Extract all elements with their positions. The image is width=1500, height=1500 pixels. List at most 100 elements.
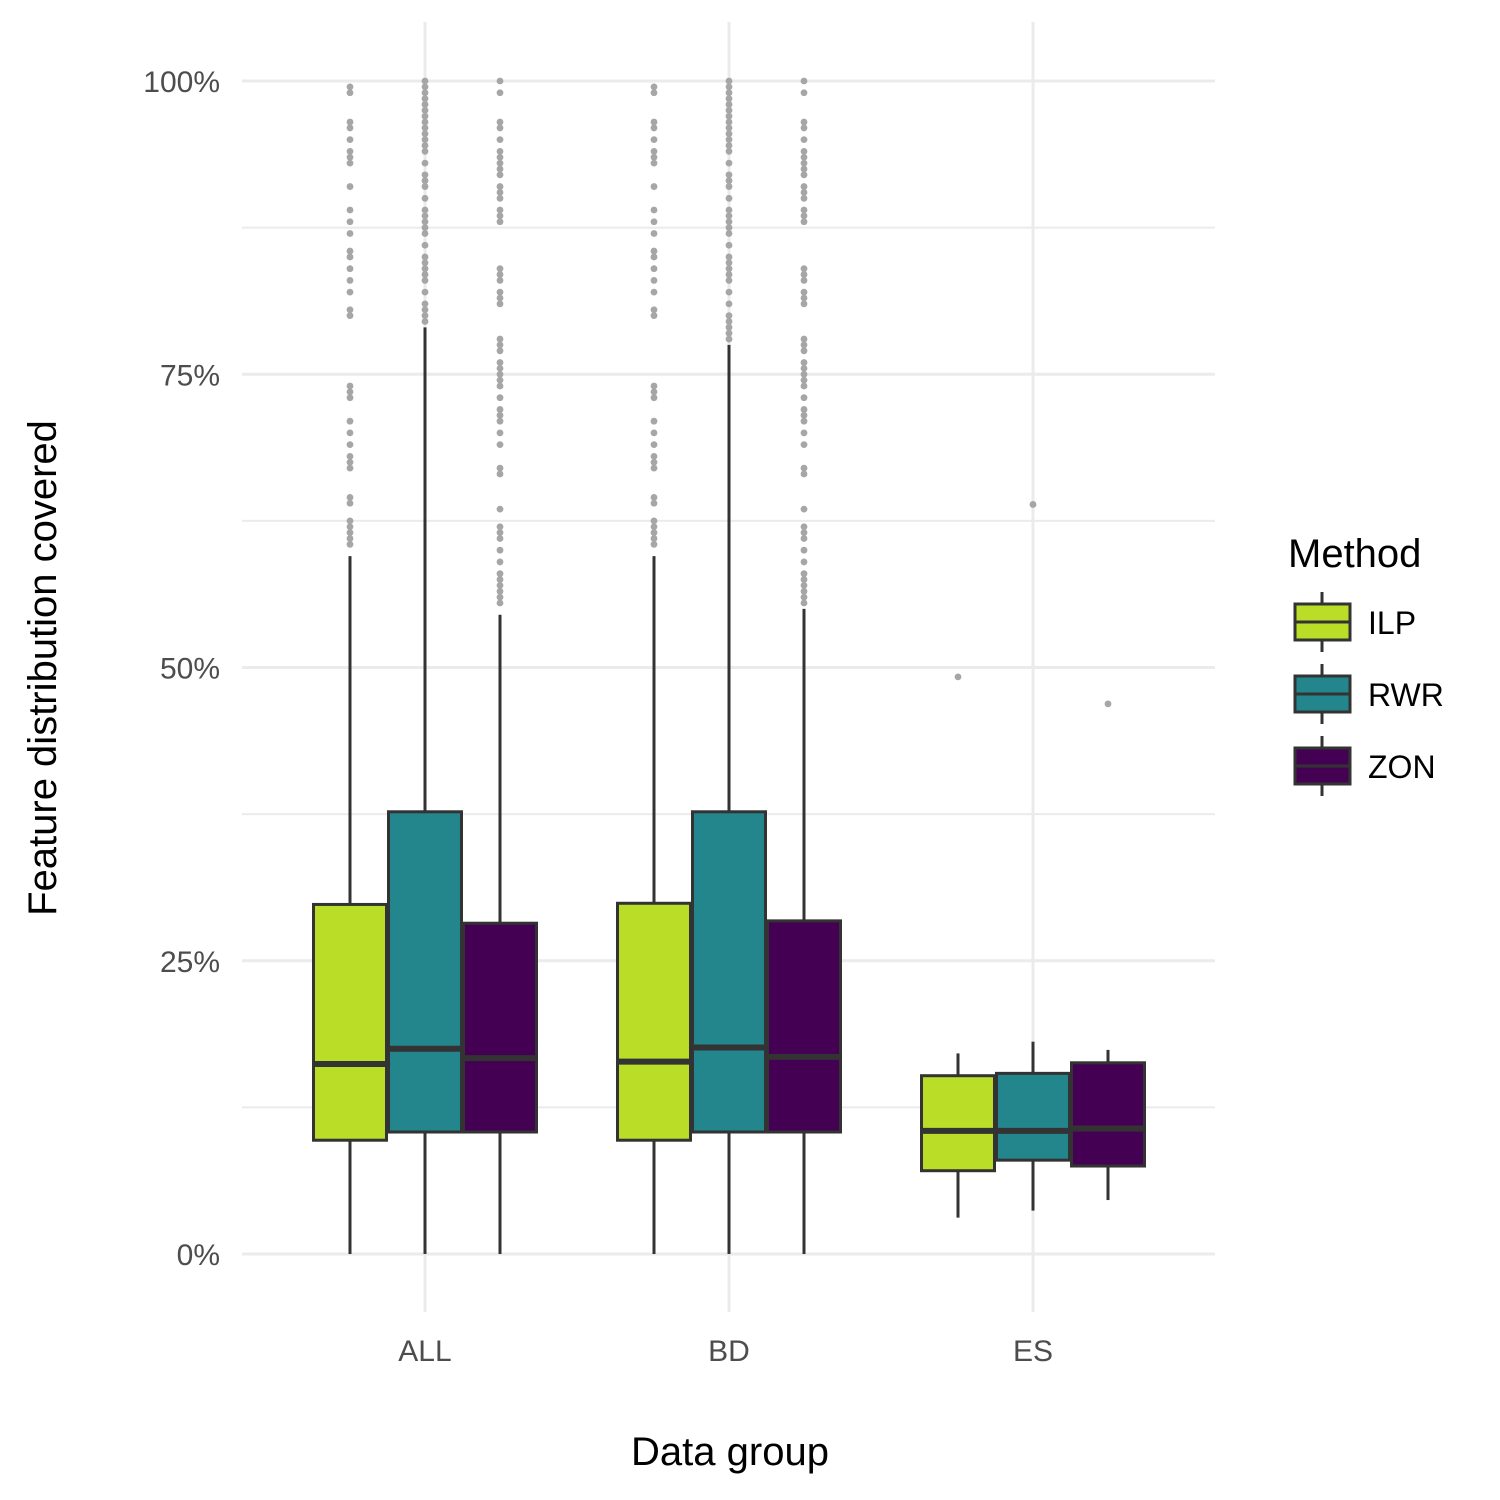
outlier-point [725,224,733,232]
box-ilp-all [312,83,388,1254]
x-axis: ALL BD ES [398,1335,1053,1368]
outlier-point [650,183,658,190]
outlier-point [346,535,354,542]
outlier-point [496,153,504,161]
outlier-point [725,329,733,337]
outlier-point [800,189,808,196]
outlier-point [421,142,429,149]
outlier-point [421,130,429,138]
outlier-point [496,470,504,478]
box-body [995,1071,1071,1162]
outlier-point [725,112,733,120]
outlier-point [421,112,429,120]
outlier-point [496,570,504,578]
outlier-point [800,523,808,531]
outlier-point [800,464,808,472]
outlier-point [725,300,733,308]
outlier-point [725,136,733,144]
box-body [462,921,538,1134]
outlier-point [800,159,808,167]
outlier-point [421,183,429,190]
outlier-point [496,212,504,220]
outlier-point [800,165,808,173]
outlier-point [346,247,354,255]
outlier-point [496,576,504,583]
outlier-point [725,206,733,214]
outlier-point [496,183,504,190]
outlier-point [421,300,429,308]
outlier-point [496,411,504,419]
outlier-point [800,411,808,419]
outlier-point [650,124,658,132]
outlier-point [800,429,808,437]
box-ilp-bd [616,83,692,1254]
outlier-point [421,259,429,267]
x-axis-title: Data group [631,1430,829,1474]
outlier-point [800,364,808,372]
outlier-point [421,136,429,144]
outlier-point [421,118,429,126]
outlier-point [650,136,658,144]
outlier-point [800,382,808,390]
outlier-point [650,89,658,97]
box-body [1070,1061,1146,1168]
outlier-point [496,77,504,85]
outlier-point [496,159,504,167]
outlier-point [725,253,733,261]
outlier-point [650,265,658,273]
outlier-point [496,341,504,349]
outlier-point [346,529,354,537]
outlier-point [800,341,808,349]
outlier-point [650,394,658,402]
outlier-point [346,230,354,237]
legend-title: Method [1288,532,1421,576]
x-tick-label: ALL [398,1335,451,1368]
box-body [920,1074,996,1173]
outlier-point [346,83,354,91]
outlier-point [496,529,504,537]
outlier-point [496,558,504,566]
outlier-point [496,347,504,355]
outlier-point [725,265,733,273]
outlier-point [496,218,504,226]
outlier-point [800,347,808,355]
outlier-point [496,171,504,179]
outlier-point [650,535,658,542]
outlier-point [725,277,733,284]
outlier-point [725,89,733,97]
outlier-point [421,218,429,226]
outlier-point [650,230,658,237]
outlier-point [496,417,504,425]
outlier-point [650,452,658,460]
outlier-point [496,394,504,402]
outlier-point [346,517,354,525]
outlier-point [800,587,808,595]
outlier-point [650,494,658,501]
outlier-point [346,417,354,425]
outlier-point [496,370,504,378]
outlier-point [496,599,504,607]
outlier-point [346,288,354,296]
outlier-point [725,271,733,278]
outlier-point [800,153,808,161]
legend-label: ILP [1368,605,1416,641]
legend-item-ilp: ILP [1293,592,1416,652]
outlier-point [800,417,808,425]
outlier-point [421,177,429,185]
outlier-point [725,130,733,138]
box-rwr-es [995,501,1071,1211]
x-tick-label: BD [708,1335,750,1368]
outlier-point [650,429,658,437]
outlier-point [725,118,733,126]
box-body [387,810,463,1134]
outlier-point [496,441,504,449]
y-tick-label: 100% [143,66,220,99]
outlier-point [421,124,429,132]
outlier-point [496,294,504,302]
box-ilp-es [920,673,996,1218]
outlier-point [800,581,808,589]
legend-label: RWR [1368,677,1444,713]
outlier-point [800,505,808,513]
outlier-point [421,265,429,273]
